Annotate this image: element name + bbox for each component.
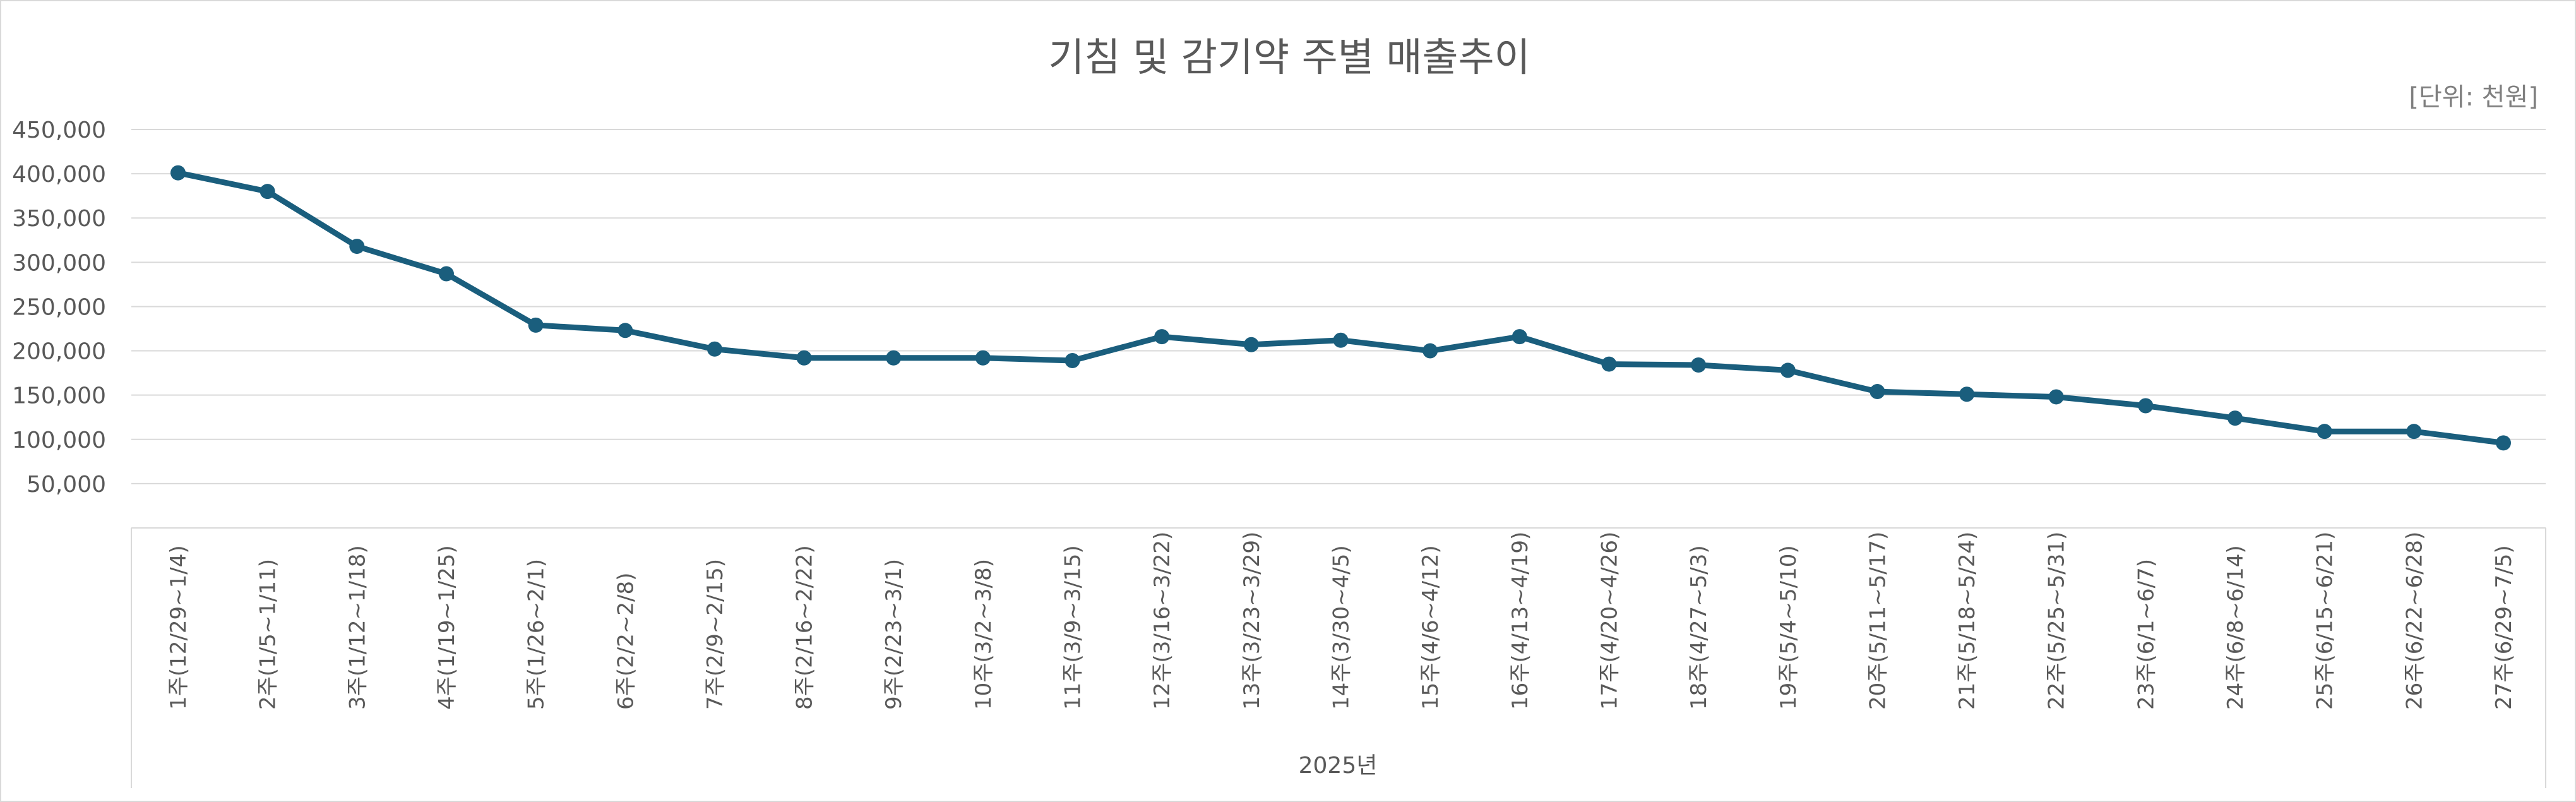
x-tick-label: 26주(6/22~6/28) — [2402, 532, 2427, 710]
x-tick-label: 13주(3/23~3/29) — [1239, 532, 1265, 710]
x-tick-label: 19주(5/4~5/10) — [1776, 545, 1801, 710]
data-point — [2317, 424, 2332, 440]
data-point — [617, 323, 633, 338]
data-point — [1691, 357, 1707, 373]
data-point — [1959, 386, 1975, 402]
unit-label: [단위: 천원] — [2409, 83, 2538, 112]
gridlines — [131, 129, 2546, 484]
x-tick-label: 6주(2/2~2/8) — [613, 573, 638, 710]
data-point — [2138, 398, 2154, 414]
x-tick-label: 8주(2/16~2/22) — [792, 545, 818, 710]
x-tick-label: 24주(6/8~6/14) — [2223, 545, 2248, 710]
x-tick-label: 17주(4/20~4/26) — [1597, 532, 1622, 710]
x-tick-label: 27주(6/29~7/5) — [2491, 545, 2517, 710]
y-tick-label: 150,000 — [12, 383, 106, 409]
x-tick-label: 18주(4/27~5/3) — [1686, 545, 1712, 710]
y-tick-label: 450,000 — [12, 117, 106, 143]
y-tick-label: 350,000 — [12, 206, 106, 232]
data-point — [2496, 435, 2511, 451]
data-point — [707, 341, 722, 357]
x-axis-tick-labels: 1주(12/29~1/4) 2주(1/5~1/11) 3주(1/12~1/18) 4주… — [166, 532, 2517, 710]
data-point — [1243, 337, 1259, 352]
y-tick-label: 200,000 — [12, 339, 106, 365]
data-point — [1064, 352, 1080, 368]
data-point — [2406, 424, 2422, 440]
x-tick-label: 14주(3/30~4/5) — [1329, 545, 1354, 710]
chart-title: 기침 및 감기약 주별 매출추이 — [1048, 34, 1530, 80]
y-tick-label: 250,000 — [12, 294, 106, 320]
data-point — [1512, 329, 1527, 345]
y-tick-label: 300,000 — [12, 250, 106, 276]
x-tick-label: 23주(6/1~6/7) — [2133, 559, 2159, 710]
x-tick-label: 22주(5/25~5/31) — [2044, 532, 2070, 710]
x-axis-label-box — [131, 527, 2546, 788]
series-line — [175, 170, 2507, 446]
x-tick-label: 11주(3/9~3/15) — [1061, 545, 1086, 710]
x-tick-label: 2주(1/5~1/11) — [256, 559, 281, 710]
x-tick-label: 7주(2/9~2/15) — [703, 559, 728, 710]
x-tick-label: 5주(1/26~2/1) — [524, 559, 549, 710]
x-tick-label: 25주(6/15~6/21) — [2313, 532, 2338, 710]
y-tick-label: 400,000 — [12, 162, 106, 188]
data-point — [1780, 362, 1796, 378]
data-point — [2227, 410, 2243, 426]
x-axis-group-label: 2025년 — [1299, 753, 1378, 779]
y-tick-label: 50,000 — [27, 472, 106, 498]
data-point — [349, 239, 365, 254]
x-tick-label: 9주(2/23~3/1) — [881, 559, 907, 710]
x-tick-label: 16주(4/13~4/19) — [1508, 532, 1533, 710]
x-tick-label: 20주(5/11~5/17) — [1865, 532, 1890, 710]
data-point — [796, 350, 812, 366]
series-group — [170, 165, 2511, 451]
data-point — [438, 266, 454, 282]
x-tick-label: 3주(1/12~1/18) — [345, 545, 370, 710]
data-point — [1333, 332, 1349, 348]
y-axis-tick-labels: 50,000 100,000 150,000 200,000 250,000 300,00… — [12, 117, 106, 498]
data-point — [1601, 356, 1617, 372]
data-point — [1422, 343, 1438, 359]
data-point — [886, 350, 902, 366]
x-tick-label: 15주(4/6~4/12) — [1418, 545, 1443, 710]
data-point — [975, 350, 991, 366]
data-point — [528, 317, 544, 333]
data-point — [259, 184, 275, 200]
x-tick-label: 21주(5/18~5/24) — [1955, 532, 1980, 710]
data-point — [1869, 384, 1885, 400]
data-point — [1154, 329, 1170, 345]
data-point — [170, 165, 186, 181]
x-tick-label: 10주(3/2~3/8) — [971, 559, 996, 710]
x-tick-label: 4주(1/19~1/25) — [434, 545, 460, 710]
y-tick-label: 100,000 — [12, 428, 106, 453]
data-point — [2048, 389, 2064, 405]
x-tick-label: 1주(12/29~1/4) — [166, 545, 191, 710]
x-tick-label: 12주(3/16~3/22) — [1150, 532, 1175, 710]
